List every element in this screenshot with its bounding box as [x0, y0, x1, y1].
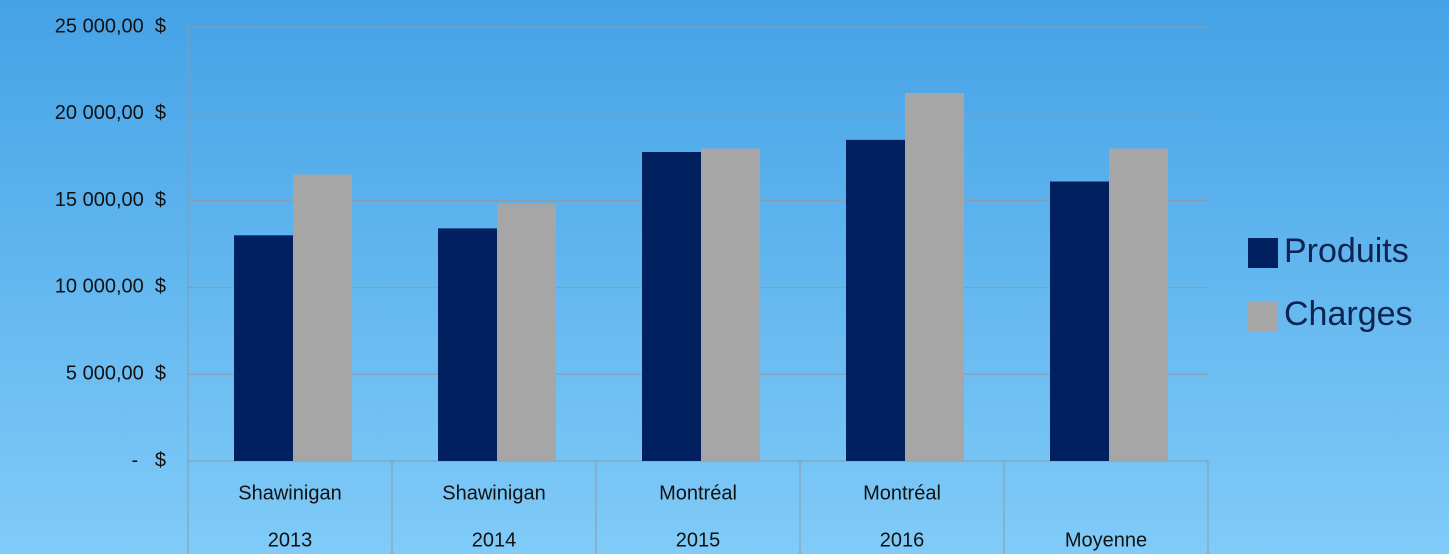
- bar: [497, 204, 556, 461]
- bar: [905, 92, 964, 461]
- x-tick-label: 2014: [472, 529, 517, 551]
- x-tick-label: Moyenne: [1065, 529, 1147, 551]
- y-tick-label: 15 000,00 $: [55, 189, 166, 211]
- bar: [642, 151, 701, 461]
- x-tick-label: Shawinigan: [238, 482, 341, 504]
- y-tick-label: - $: [132, 449, 166, 471]
- bar: [1050, 181, 1109, 461]
- bar: [701, 148, 760, 461]
- y-tick-label: 20 000,00 $: [55, 102, 166, 124]
- x-tick-label: 2016: [880, 529, 925, 551]
- y-tick-label: 10 000,00 $: [55, 276, 166, 298]
- legend-swatch: [1248, 301, 1278, 331]
- bar: [438, 228, 497, 461]
- legend-label: Charges: [1284, 295, 1413, 333]
- y-tick-label: 25 000,00 $: [55, 15, 166, 37]
- x-tick-label: Montréal: [659, 482, 737, 504]
- bar: [1109, 148, 1168, 461]
- bar: [846, 139, 905, 461]
- legend-swatch: [1248, 238, 1278, 268]
- bar: [234, 235, 293, 461]
- y-tick-label: 5 000,00 $: [66, 362, 166, 384]
- x-tick-label: 2015: [676, 529, 721, 551]
- legend-label: Produits: [1284, 232, 1409, 270]
- x-tick-label: Montréal: [863, 482, 941, 504]
- x-tick-label: 2013: [268, 529, 313, 551]
- bar: [293, 174, 352, 461]
- x-tick-label: Shawinigan: [442, 482, 545, 504]
